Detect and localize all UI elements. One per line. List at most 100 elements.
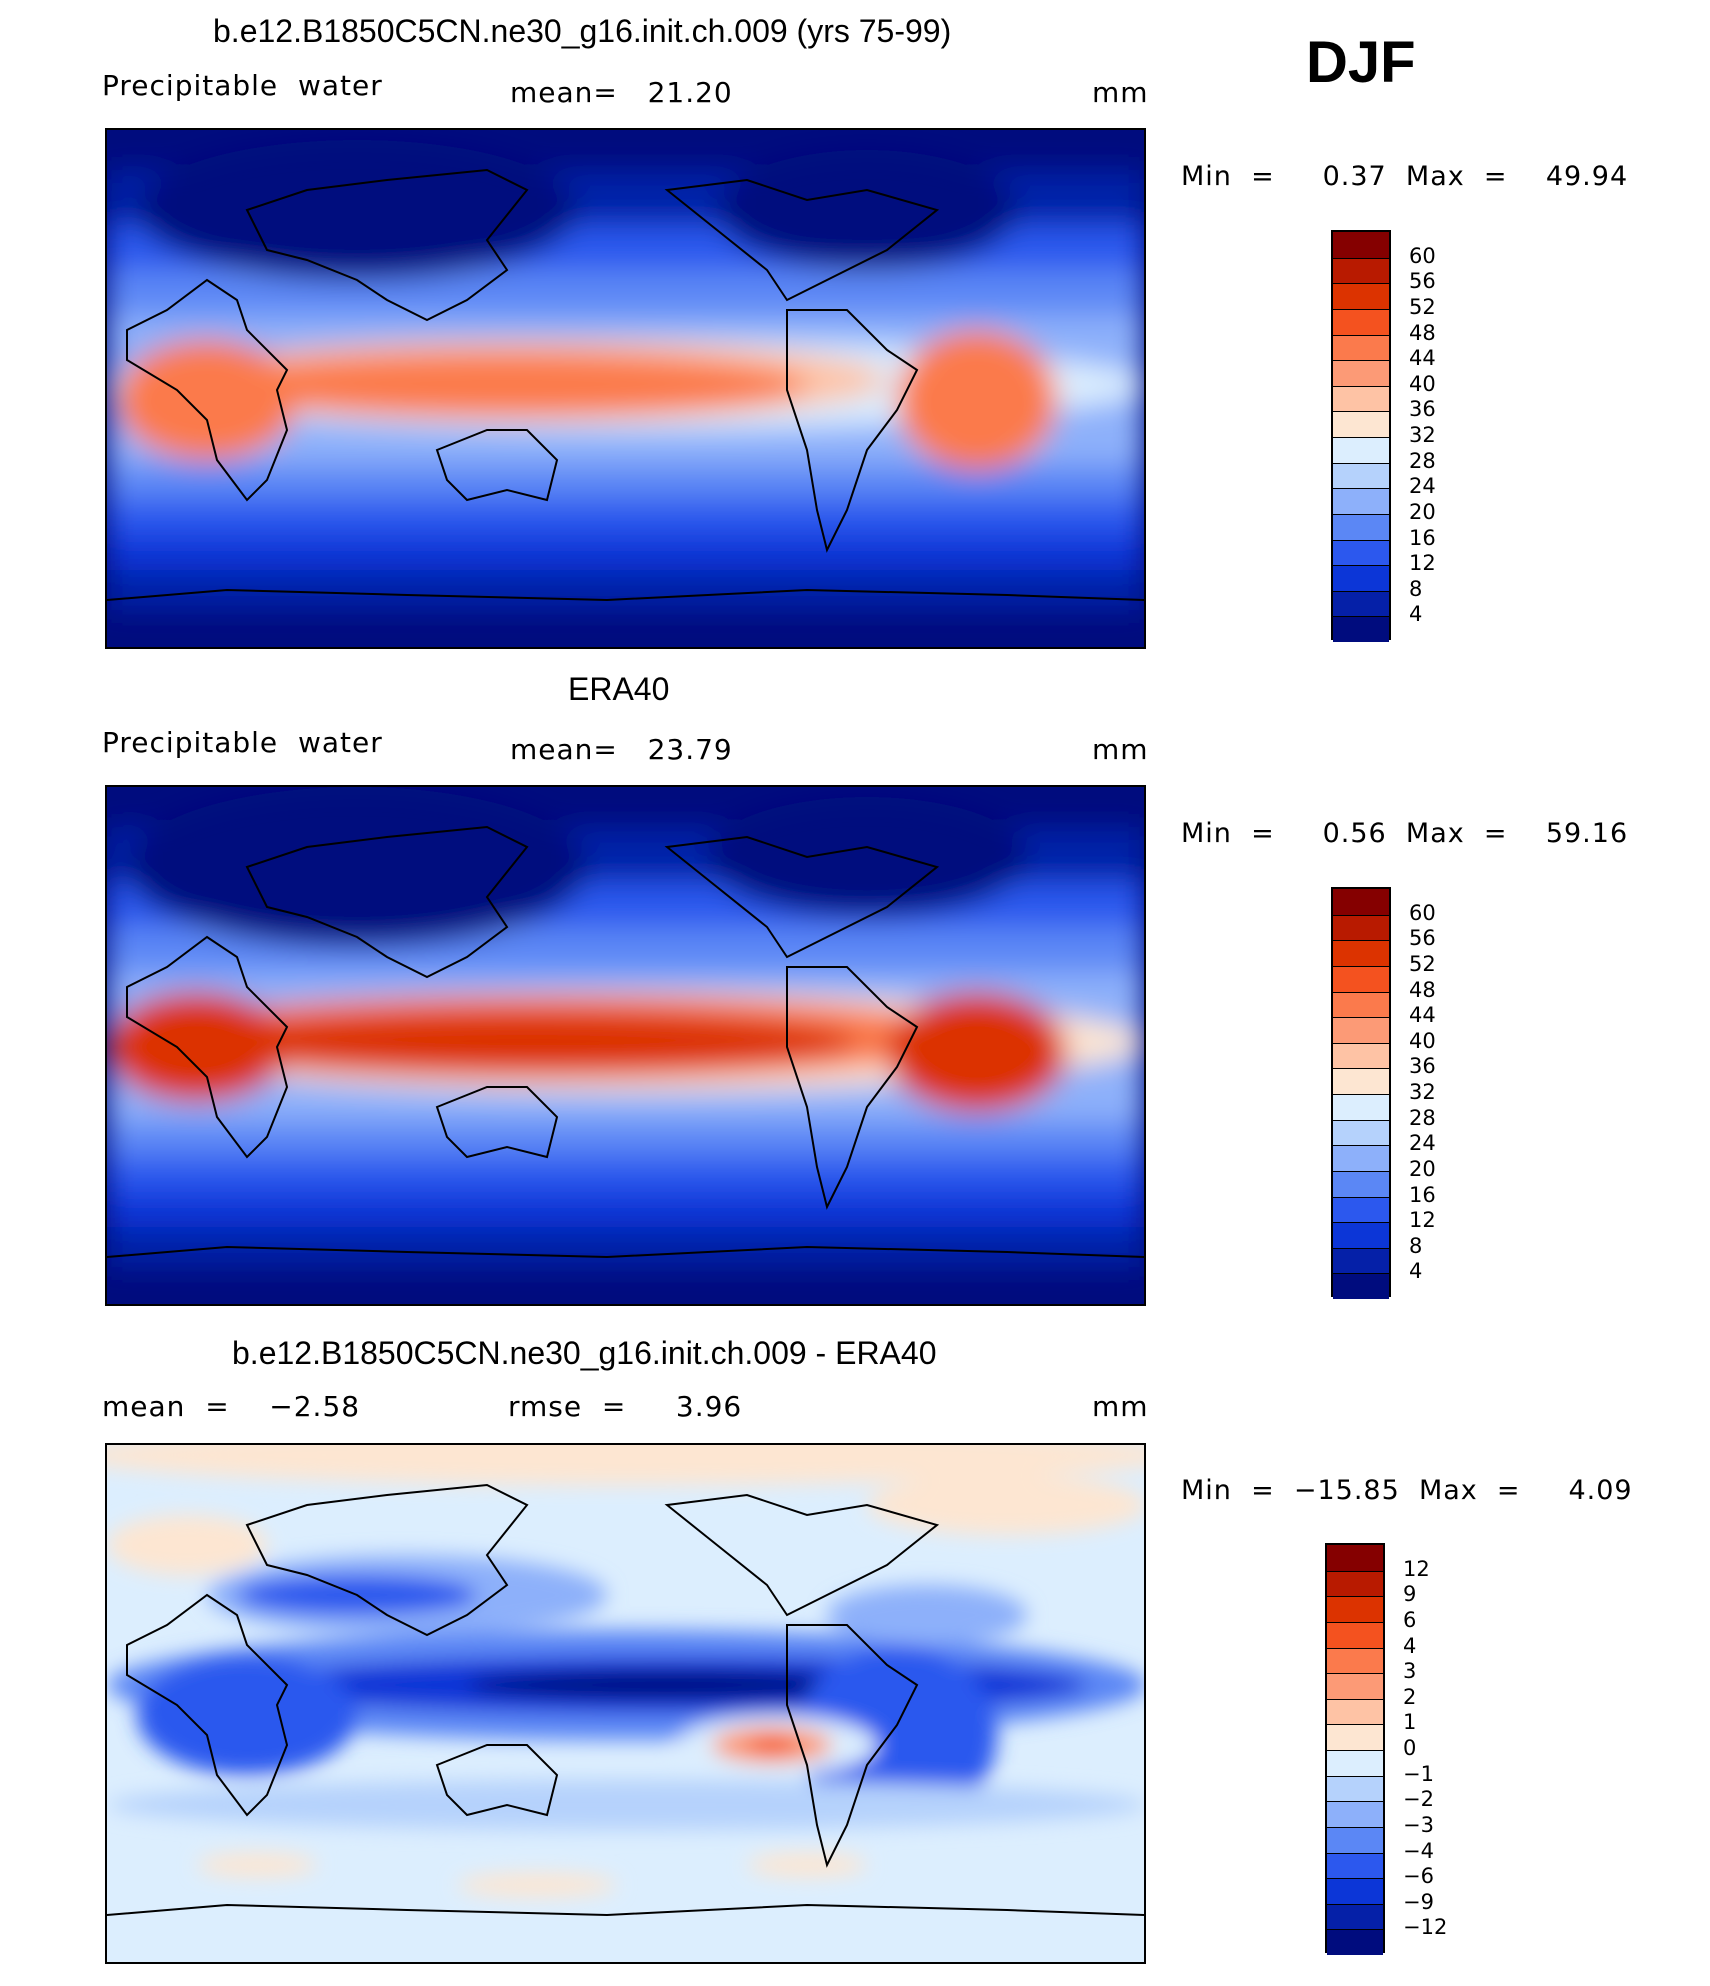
- colorbar-swatch: [1327, 1878, 1383, 1904]
- colorbar-swatch: [1333, 1042, 1389, 1069]
- colorbar-swatch: [1327, 1929, 1383, 1955]
- colorbar-swatch: [1327, 1775, 1383, 1802]
- colorbar-tick-label: 8: [1409, 576, 1423, 601]
- colorbar-swatch: [1333, 1017, 1389, 1043]
- colorbar-tick-label: 20: [1409, 499, 1436, 524]
- colorbar-swatch: [1327, 1750, 1383, 1776]
- colorbar-swatch: [1333, 1068, 1389, 1094]
- colorbar-swatch: [1327, 1673, 1383, 1699]
- colorbar-swatch: [1327, 1545, 1383, 1571]
- colorbar-tick-label: −9: [1403, 1889, 1434, 1914]
- season-label: DJF: [1306, 30, 1416, 95]
- map-reference: [105, 785, 1146, 1306]
- colorbar-tick-label: 9: [1403, 1582, 1417, 1607]
- colorbar-swatch: [1327, 1724, 1383, 1750]
- variable-label: Precipitable water: [102, 69, 383, 102]
- colorbar-swatch: [1333, 565, 1389, 591]
- colorbar-swatch: [1327, 1570, 1383, 1597]
- panel-title: b.e12.B1850C5CN.ne30_g16.init.ch.009 (yr…: [213, 13, 952, 49]
- colorbar-tick-label: 20: [1409, 1156, 1436, 1181]
- colorbar-tick-label: 24: [1409, 1131, 1436, 1156]
- colorbar-swatch: [1333, 334, 1389, 361]
- colorbar-swatch: [1333, 257, 1389, 284]
- colorbar-swatch: [1327, 1698, 1383, 1725]
- colorbar-tick-label: 12: [1403, 1556, 1430, 1581]
- rmse-label: rmse = 3.96: [508, 1390, 743, 1423]
- colorbar-tick-label: 44: [1409, 1003, 1436, 1028]
- colorbar-tick-label: 12: [1409, 1208, 1436, 1233]
- mean-label: mean = −2.58: [102, 1390, 361, 1423]
- colorbar-swatch: [1333, 232, 1389, 258]
- colorbar-tick-label: −6: [1403, 1864, 1434, 1889]
- colorbar-swatch: [1333, 1247, 1389, 1274]
- colorbar-swatch: [1333, 385, 1389, 412]
- colorbar-swatch: [1333, 1196, 1389, 1223]
- colorbar-tick-label: 3: [1403, 1659, 1417, 1684]
- colorbar-swatch: [1327, 1852, 1383, 1879]
- colorbar-tick-label: 28: [1409, 1105, 1436, 1130]
- colorbar-tick-label: 12: [1409, 551, 1436, 576]
- min-max-label: Min = 0.37 Max = 49.94: [1181, 161, 1629, 192]
- map-model: [105, 128, 1146, 649]
- colorbar-tick-label: 52: [1409, 294, 1436, 319]
- colorbar-swatch: [1333, 437, 1389, 463]
- colorbar-swatch: [1333, 488, 1389, 514]
- colorbar-box: [1331, 230, 1391, 642]
- colorbar-swatch: [1333, 991, 1389, 1018]
- colorbar-tick-label: 4: [1409, 1259, 1423, 1284]
- colorbar-tick-label: 48: [1409, 320, 1436, 345]
- colorbar-tick-label: 0: [1403, 1736, 1417, 1760]
- colorbar-tick-label: 28: [1409, 448, 1436, 473]
- colorbar-swatch: [1333, 1094, 1389, 1120]
- colorbar-box: [1325, 1543, 1385, 1955]
- colorbar-swatch: [1333, 1222, 1389, 1248]
- colorbar-tick-label: 2: [1403, 1684, 1417, 1709]
- colorbar-swatch: [1333, 1273, 1389, 1299]
- colorbar-tick-label: 36: [1409, 397, 1436, 422]
- colorbar-tick-label: 60: [1409, 243, 1436, 268]
- colorbar-tick-label: 60: [1409, 900, 1436, 925]
- colorbar-tick-label: 40: [1409, 1028, 1436, 1053]
- colorbar-swatch: [1333, 1119, 1389, 1146]
- colorbar-tick-label: 36: [1409, 1054, 1436, 1079]
- colorbar-swatch: [1327, 1647, 1383, 1674]
- colorbar-tick-label: 44: [1409, 346, 1436, 371]
- colorbar-swatch: [1327, 1596, 1383, 1622]
- colorbar-swatch: [1327, 1801, 1383, 1827]
- colorbar-swatch: [1333, 616, 1389, 642]
- colorbar-swatch: [1333, 1145, 1389, 1171]
- colorbar-swatch: [1333, 462, 1389, 489]
- colorbar-tick-label: 16: [1409, 1182, 1436, 1207]
- colorbar-swatch: [1333, 539, 1389, 566]
- units-label: mm: [1092, 76, 1149, 109]
- colorbar-tick-label: −4: [1403, 1838, 1434, 1863]
- colorbar-swatch: [1333, 283, 1389, 309]
- colorbar-box: [1331, 887, 1391, 1299]
- colorbar-tick-label: −12: [1403, 1915, 1448, 1940]
- colorbar-swatch: [1333, 914, 1389, 941]
- colorbar-tick-label: −2: [1403, 1787, 1434, 1812]
- min-max-label: Min = −15.85 Max = 4.09: [1181, 1475, 1633, 1506]
- panel-title: b.e12.B1850C5CN.ne30_g16.init.ch.009 - E…: [232, 1335, 937, 1371]
- colorbar-swatch: [1333, 1170, 1389, 1197]
- colorbar-tick-label: 52: [1409, 951, 1436, 976]
- colorbar-tick-label: 40: [1409, 371, 1436, 396]
- colorbar-tick-label: 16: [1409, 525, 1436, 550]
- colorbar-swatch: [1333, 513, 1389, 540]
- colorbar-tick-label: 6: [1403, 1607, 1417, 1632]
- min-max-label: Min = 0.56 Max = 59.16: [1181, 818, 1629, 849]
- units-label: mm: [1092, 1390, 1149, 1423]
- mean-label: mean= 23.79: [510, 733, 733, 766]
- colorbar-tick-label: 4: [1403, 1633, 1417, 1658]
- colorbar-swatch: [1333, 940, 1389, 966]
- colorbar-tick-label: 48: [1409, 977, 1436, 1002]
- colorbar-swatch: [1333, 411, 1389, 437]
- colorbar-swatch: [1333, 308, 1389, 335]
- units-label: mm: [1092, 733, 1149, 766]
- colorbar-tick-label: 1: [1403, 1710, 1417, 1735]
- colorbar-tick-label: 4: [1409, 602, 1423, 627]
- mean-label: mean= 21.20: [510, 76, 733, 109]
- colorbar-tick-label: 24: [1409, 474, 1436, 499]
- colorbar-tick-label: 32: [1409, 423, 1436, 447]
- colorbar-tick-label: 56: [1409, 926, 1436, 951]
